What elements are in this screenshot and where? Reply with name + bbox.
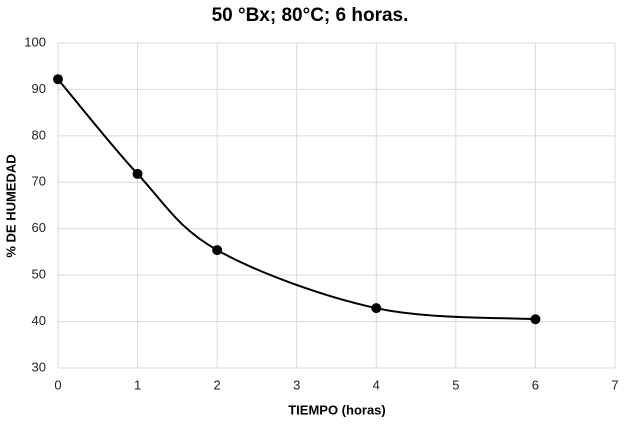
data-point (371, 303, 382, 314)
data-point (212, 245, 223, 256)
x-tick-label: 1 (134, 377, 141, 392)
x-axis-title: TIEMPO (horas) (288, 402, 386, 417)
y-tick-label: 40 (32, 313, 46, 328)
data-point (132, 168, 143, 179)
y-tick-label: 90 (32, 81, 46, 96)
y-tick-label: 60 (32, 220, 46, 235)
x-tick-label: 0 (54, 377, 61, 392)
x-tick-label: 5 (452, 377, 459, 392)
x-tick-label: 6 (532, 377, 539, 392)
y-tick-label: 80 (32, 127, 46, 142)
y-axis-title: % DE HUMEDAD (3, 154, 18, 257)
y-tick-label: 50 (32, 267, 46, 282)
data-line (57, 78, 536, 321)
y-tick-label: 30 (32, 359, 46, 374)
x-tick-label: 2 (214, 377, 221, 392)
x-tick-label: 4 (373, 377, 380, 392)
y-tick-label: 100 (24, 34, 46, 49)
chart-title: 50 °Bx; 80°C; 6 horas. (212, 5, 409, 26)
y-tick-label: 70 (32, 174, 46, 189)
x-tick-label: 7 (611, 377, 618, 392)
data-point (53, 74, 63, 85)
x-tick-label: 3 (293, 377, 300, 392)
data-point (530, 314, 541, 325)
